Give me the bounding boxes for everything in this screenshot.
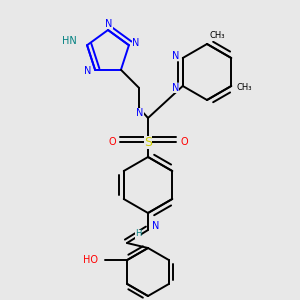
Text: N: N — [172, 51, 179, 61]
Text: H: H — [135, 230, 141, 238]
Text: CH₃: CH₃ — [209, 32, 224, 40]
Text: CH₃: CH₃ — [236, 83, 252, 92]
Text: O: O — [180, 137, 188, 147]
Text: N: N — [132, 38, 140, 48]
Text: S: S — [144, 136, 152, 148]
Text: N: N — [136, 108, 144, 118]
Text: HO: HO — [83, 255, 98, 265]
Text: N: N — [152, 221, 160, 231]
Text: N: N — [105, 19, 113, 29]
Text: O: O — [108, 137, 116, 147]
Text: HN: HN — [62, 36, 77, 46]
Text: N: N — [84, 66, 92, 76]
Text: N: N — [172, 83, 179, 93]
